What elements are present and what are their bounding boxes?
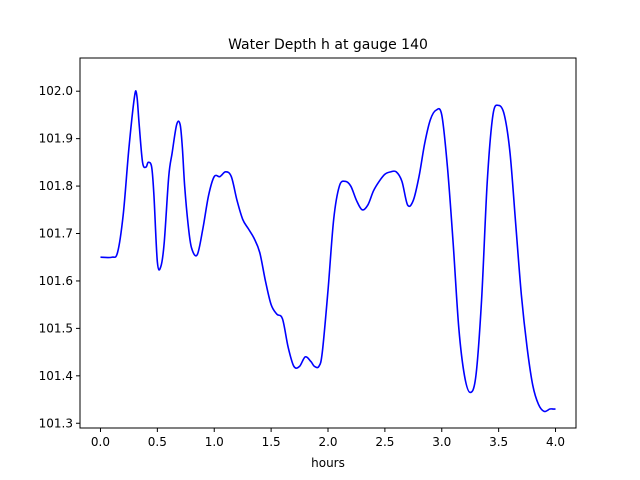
x-tick-label: 3.5	[489, 435, 508, 449]
y-tick-label: 101.6	[39, 274, 73, 288]
x-tick-label: 2.5	[375, 435, 394, 449]
y-tick-label: 101.8	[39, 179, 73, 193]
x-tick-label: 4.0	[546, 435, 565, 449]
x-tick-label: 3.0	[432, 435, 451, 449]
x-tick-label: 0.5	[148, 435, 167, 449]
chart-title: Water Depth h at gauge 140	[228, 37, 428, 53]
x-tick-label: 2.0	[318, 435, 337, 449]
x-axis-ticks: 0.0 0.5 1.0 1.5 2.0 2.5 3.0 3.5 4.0	[91, 428, 565, 449]
y-tick-label: 102.0	[39, 84, 73, 98]
plot-area	[80, 58, 576, 428]
x-tick-label: 1.0	[205, 435, 224, 449]
x-tick-label: 1.5	[262, 435, 281, 449]
y-tick-label: 101.9	[39, 132, 73, 146]
y-axis-ticks: 101.3 101.4 101.5 101.6 101.7 101.8 101.9 102.0	[39, 84, 80, 430]
y-tick-label: 101.4	[39, 369, 73, 383]
y-tick-label: 101.5	[39, 321, 73, 335]
series-layer	[100, 90, 556, 413]
x-tick-label: 0.0	[91, 435, 110, 449]
y-tick-label: 101.7	[39, 227, 73, 241]
plot-frame	[79, 57, 577, 429]
x-axis-label: hours	[311, 456, 345, 470]
y-tick-label: 101.3	[39, 416, 73, 430]
series-line-0	[100, 90, 556, 413]
